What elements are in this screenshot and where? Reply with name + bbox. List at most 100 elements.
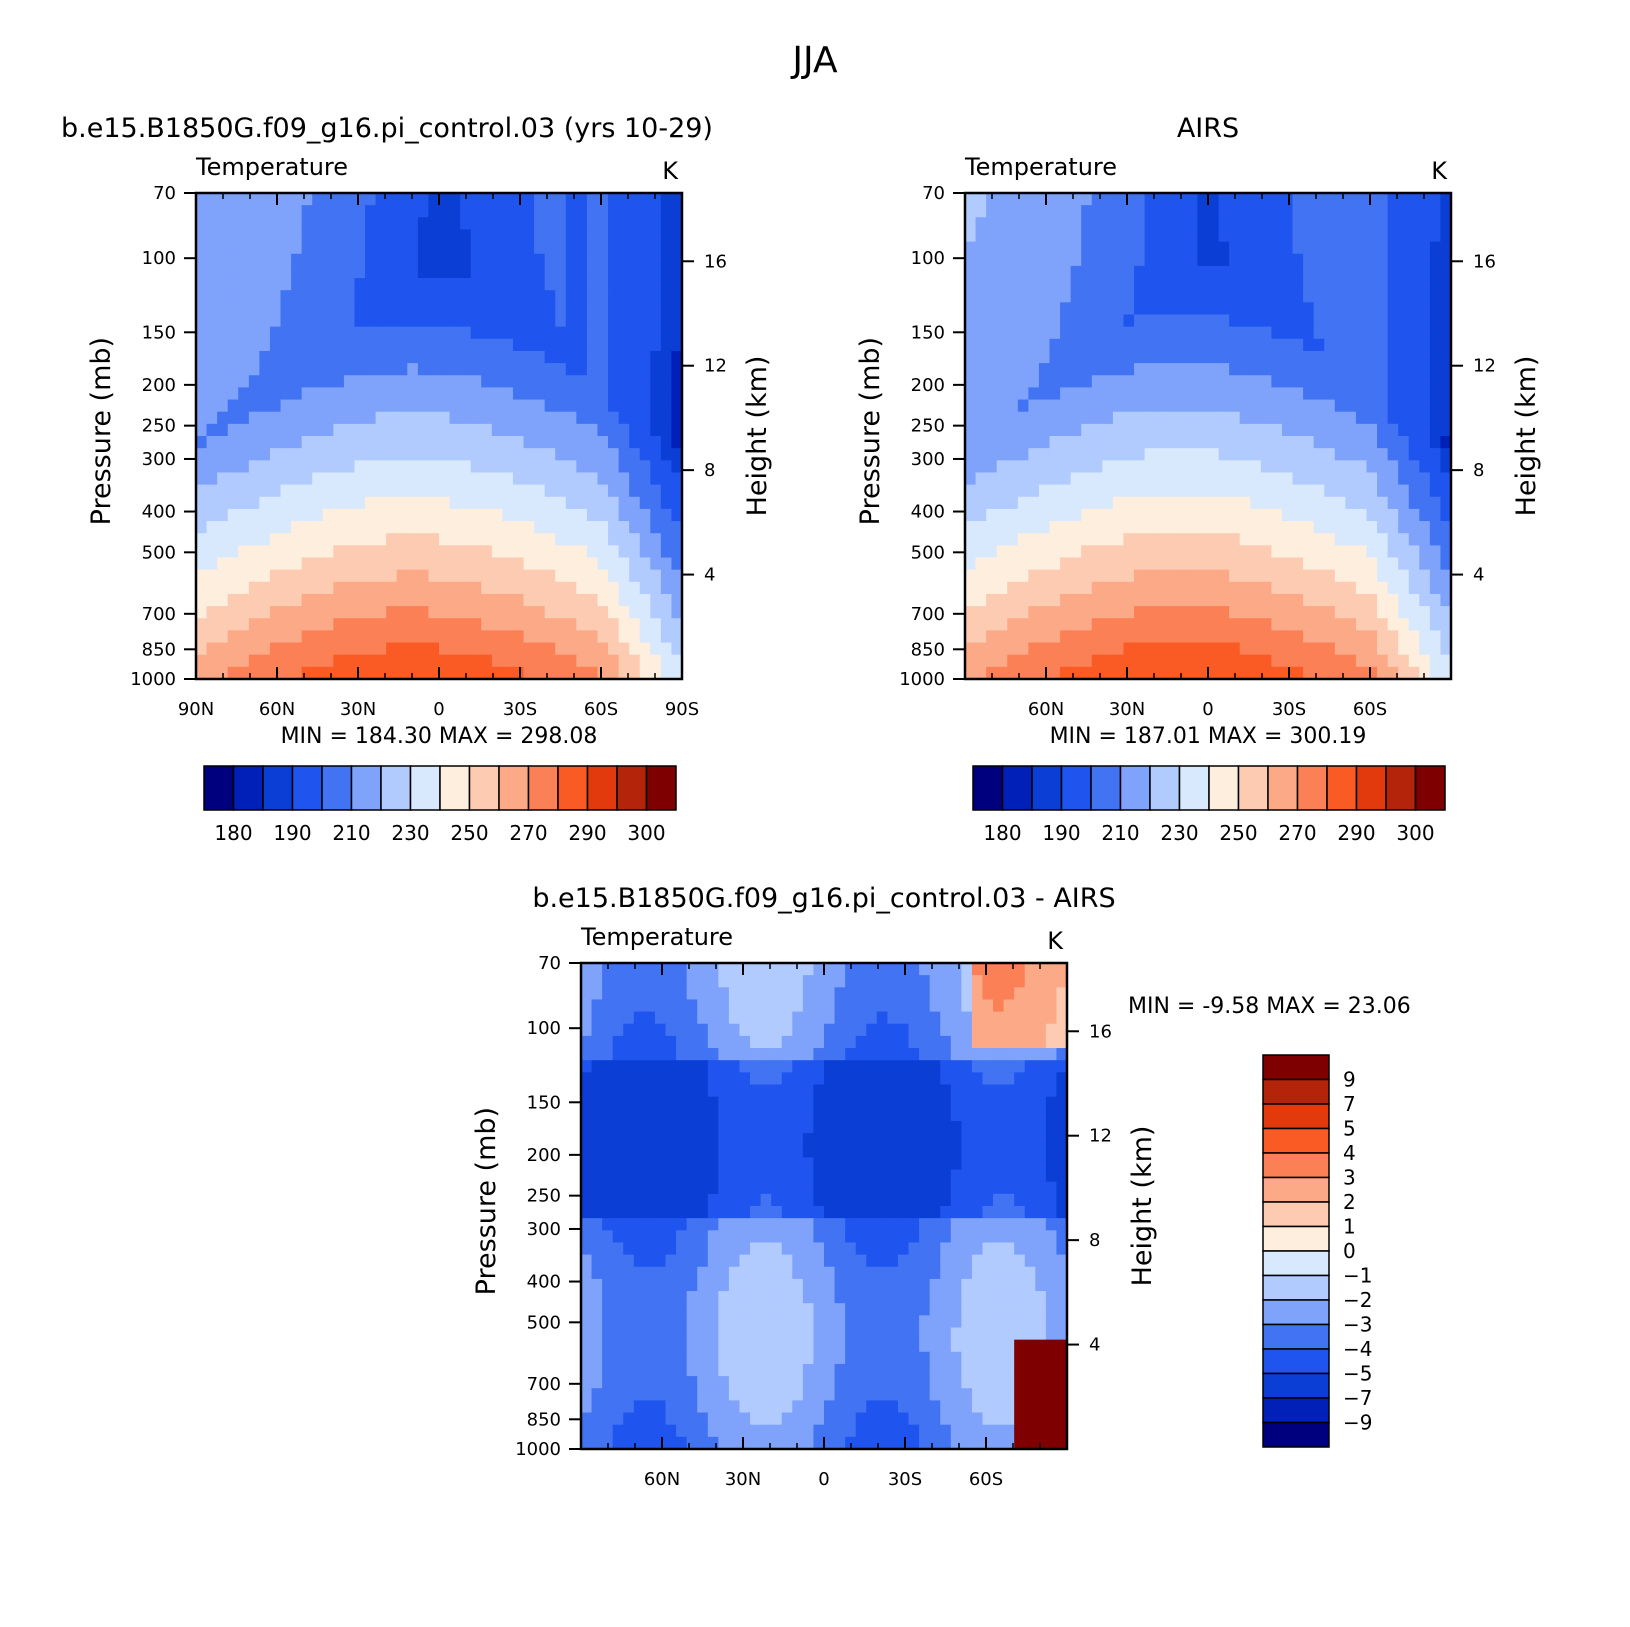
field-cell — [227, 338, 239, 352]
field-cell — [671, 241, 683, 255]
field-cell — [291, 338, 303, 352]
field-cell — [1144, 618, 1156, 631]
field-cell — [940, 1011, 952, 1025]
field-cell — [491, 387, 503, 401]
field-cell — [671, 205, 683, 218]
field-cell — [354, 521, 366, 534]
field-cell — [1377, 666, 1389, 680]
field-cell — [365, 229, 377, 243]
field-cell — [396, 314, 408, 328]
field-cell — [771, 1145, 783, 1158]
field-cell — [206, 363, 218, 376]
colorbar-box — [616, 765, 648, 811]
field-cell — [1197, 496, 1209, 510]
field-cell — [1345, 241, 1357, 255]
field-cell — [460, 569, 472, 583]
field-cell — [940, 1145, 952, 1158]
field-cell — [1038, 593, 1051, 607]
field-cell — [1144, 265, 1156, 279]
field-cell — [206, 581, 218, 595]
field-cell — [671, 521, 683, 534]
field-cell — [1045, 1193, 1058, 1207]
field-cell — [217, 630, 229, 644]
field-cell — [618, 581, 630, 595]
field-cell — [581, 999, 593, 1013]
field-cell — [1345, 521, 1357, 534]
field-cell — [512, 253, 525, 267]
field-cell — [259, 314, 271, 328]
field-cell — [1081, 387, 1093, 401]
field-cell — [217, 302, 229, 316]
field-cell — [301, 618, 313, 631]
field-cell — [1303, 193, 1315, 206]
field-cell — [591, 1108, 603, 1122]
field-cell — [1091, 411, 1103, 425]
field-cell — [940, 1023, 952, 1037]
field-cell — [1366, 290, 1378, 303]
field-cell — [1091, 581, 1103, 595]
field-cell — [439, 387, 451, 401]
field-cell — [396, 338, 408, 352]
field-cell — [333, 387, 345, 401]
field-cell — [1123, 521, 1135, 534]
field-cell — [1260, 642, 1272, 656]
field-cell — [322, 205, 334, 218]
field-cell — [576, 521, 588, 534]
field-cell — [676, 1169, 688, 1183]
field-cell — [750, 1242, 762, 1256]
field-cell — [1165, 569, 1177, 583]
colorbar-label: 210 — [332, 821, 370, 845]
field-cell — [248, 363, 260, 376]
field-cell — [728, 1230, 741, 1244]
field-cell — [1313, 496, 1325, 510]
field-cell — [1028, 290, 1040, 303]
field-cell — [855, 1133, 867, 1146]
field-cell — [629, 654, 641, 668]
field-cell — [396, 472, 408, 486]
field-cell — [986, 205, 998, 218]
field-cell — [354, 606, 366, 619]
field-cell — [1440, 290, 1452, 303]
field-cell — [217, 521, 229, 534]
field-cell — [428, 606, 440, 619]
field-cell — [555, 581, 567, 595]
field-cell — [950, 1023, 962, 1037]
field-cell — [333, 278, 345, 291]
field-cell — [343, 460, 356, 474]
field-cell — [660, 521, 673, 534]
field-cell — [576, 314, 588, 328]
field-cell — [1281, 265, 1294, 279]
field-cell — [343, 241, 356, 255]
field-cell — [1049, 618, 1061, 631]
field-cell — [1387, 363, 1399, 376]
field-cell — [354, 278, 366, 291]
field-cell — [1186, 217, 1199, 231]
field-cell — [259, 338, 271, 352]
field-cell — [1003, 1218, 1015, 1231]
field-cell — [975, 278, 987, 291]
field-cell — [618, 387, 630, 401]
field-cell — [686, 1206, 698, 1219]
field-cell — [1345, 642, 1357, 656]
field-cell — [1028, 399, 1040, 413]
field-cell — [975, 423, 987, 437]
field-cell — [460, 193, 472, 206]
field-cell — [982, 1011, 994, 1025]
field-cell — [697, 1060, 709, 1073]
field-cell — [1303, 569, 1315, 583]
field-cell — [449, 350, 461, 364]
field-cell — [1292, 496, 1304, 510]
field-cell — [1366, 326, 1378, 340]
field-cell — [1271, 338, 1283, 352]
field-cell — [1239, 642, 1251, 656]
field-cell — [919, 1169, 931, 1183]
field-cell — [1045, 1157, 1058, 1171]
field-cell — [1049, 593, 1061, 607]
field-cell — [1250, 411, 1262, 425]
field-cell — [760, 1108, 772, 1122]
field-cell — [407, 436, 419, 449]
field-cell — [417, 290, 430, 303]
field-cell — [1028, 496, 1040, 510]
field-cell — [333, 423, 345, 437]
field-cell — [965, 302, 977, 316]
